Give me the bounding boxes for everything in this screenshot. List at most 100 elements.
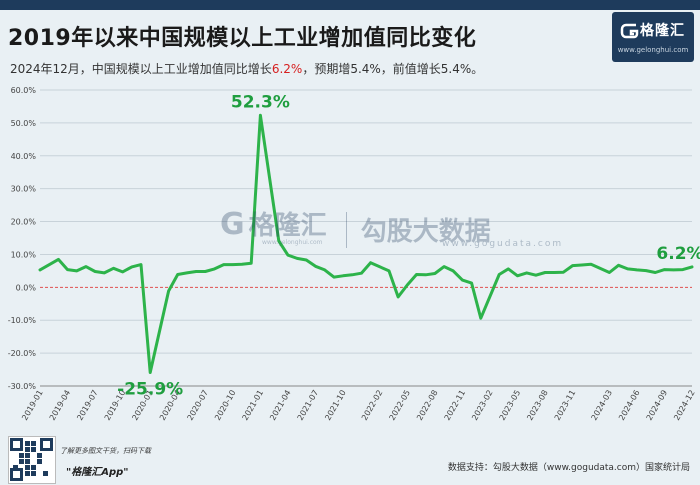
- data-point: [332, 275, 336, 279]
- data-point: [635, 268, 639, 272]
- data-point: [277, 239, 280, 243]
- data-point: [626, 267, 629, 271]
- data-point: [240, 263, 244, 266]
- data-point: [314, 265, 317, 268]
- data-point: [424, 273, 427, 276]
- data-point: [534, 274, 538, 277]
- y-axis-ticks: -30.0% -20.0% -10.0% 0.0% 10.0% 20.0% 30.0% 40.…: [8, 86, 37, 391]
- data-point: [608, 271, 611, 274]
- data-point: [130, 265, 133, 269]
- y-tick-label: 50.0%: [11, 119, 37, 128]
- data-point: [589, 263, 593, 266]
- data-point: [286, 253, 290, 257]
- data-point: [323, 268, 326, 272]
- x-tick-label: 2024-12: [672, 389, 697, 422]
- y-tick-label: 60.0%: [11, 86, 37, 95]
- y-tick-label: 10.0%: [11, 250, 37, 259]
- qr-module: [25, 441, 30, 446]
- x-tick-label: 2020-10: [213, 389, 238, 422]
- x-tick-label: 2024-09: [645, 389, 670, 422]
- top-bar: [0, 0, 700, 10]
- subtitle-post: ，预期增5.4%，前值增长5.4%。: [302, 62, 484, 76]
- watermark-url: www.gelonghui.com: [262, 239, 323, 246]
- data-point: [681, 268, 684, 271]
- x-tick-label: 2022-05: [388, 389, 413, 422]
- qr-module: [31, 471, 36, 476]
- data-point: [351, 273, 354, 276]
- data-point: [149, 371, 152, 374]
- annotation-layer: 52.3% -25.9% 6.2%: [117, 92, 700, 399]
- data-point: [360, 272, 363, 275]
- data-point: [259, 114, 262, 117]
- x-tick-label: 2023-05: [498, 389, 523, 422]
- data-source: 数据支持：勾股大数据（www.gogudata.com）国家统计局: [447, 463, 690, 473]
- data-point: [66, 268, 69, 271]
- qr-finder: [10, 438, 23, 451]
- data-point: [543, 271, 547, 274]
- data-point: [562, 271, 565, 274]
- data-point: [415, 273, 418, 276]
- qr-code-icon: [8, 436, 56, 484]
- data-point: [204, 270, 207, 273]
- x-tick-label: 2022-08: [415, 389, 440, 422]
- x-tick-label: 2021-10: [323, 389, 348, 422]
- qr-module: [31, 441, 36, 446]
- data-point: [222, 263, 225, 266]
- y-tick-label: -20.0%: [8, 349, 37, 358]
- watermark-g-icon: G: [220, 207, 245, 242]
- page-title: 2019年以来中国规模以上工业增加值同比变化: [8, 26, 477, 51]
- data-point: [194, 270, 198, 273]
- data-point: [461, 278, 464, 282]
- data-point: [479, 317, 482, 320]
- x-tick-label: 2019-04: [48, 389, 73, 422]
- data-point: [213, 267, 216, 271]
- x-tick-label: 2024-06: [617, 389, 642, 422]
- data-point: [553, 271, 556, 274]
- g-logo-icon: [620, 23, 639, 39]
- series-line: [38, 113, 694, 374]
- data-point: [185, 271, 189, 275]
- data-point: [176, 273, 179, 276]
- qr-module: [31, 447, 36, 452]
- subtitle-pre: 2024年12月，中国规模以上工业增加值同比增长: [10, 62, 272, 76]
- data-point: [112, 267, 115, 270]
- watermark-separator: [345, 211, 347, 248]
- series-layer: [38, 113, 694, 374]
- brand-logo: 格隆汇 www.gelonghui.com: [612, 12, 694, 62]
- data-point: [672, 268, 675, 272]
- line-chart: -30.0% -20.0% -10.0% 0.0% 10.0% 20.0% 30.0% 40.…: [8, 86, 700, 422]
- data-point: [507, 267, 510, 271]
- data-point: [396, 295, 400, 299]
- qr-module: [43, 471, 48, 476]
- brand-url: www.gelonghui.com: [617, 46, 689, 54]
- watermark: G 格隆汇 www.gelonghui.com 勾股大数据 www.gogudat…: [220, 205, 561, 249]
- qr-module: [37, 459, 42, 464]
- footer-app-name: "格隆汇App": [66, 467, 129, 478]
- data-point: [690, 265, 694, 269]
- x-tick-label: 2021-01: [241, 389, 266, 422]
- x-tick-label: 2022-02: [360, 389, 385, 422]
- data-point: [305, 258, 308, 262]
- data-point: [121, 270, 124, 274]
- data-point: [295, 257, 299, 260]
- x-tick-label: 2021-04: [268, 389, 293, 422]
- data-point: [654, 271, 657, 274]
- subtitle: 2024年12月，中国规模以上工业增加值同比增长6.2%，预期增5.4%，前值增…: [10, 60, 483, 77]
- qr-module: [25, 447, 30, 452]
- x-tick-label: 2021-07: [296, 389, 321, 422]
- x-tick-label: 2024-03: [590, 389, 615, 422]
- y-tick-label: 20.0%: [11, 218, 37, 227]
- data-point: [341, 274, 345, 277]
- watermark-url2: www.gogudata.com: [442, 239, 564, 249]
- data-point: [38, 268, 42, 272]
- qr-module: [19, 453, 24, 458]
- x-tick-label: 2023-08: [525, 389, 550, 422]
- qr-module: [25, 471, 30, 476]
- data-point: [644, 269, 648, 272]
- footer-tip: 了解更多图文干货，扫码下载: [60, 447, 151, 455]
- qr-module: [25, 453, 30, 458]
- y-tick-label: 30.0%: [11, 185, 37, 194]
- qr-module: [19, 459, 24, 464]
- watermark-brand2: 勾股大数据: [360, 217, 491, 247]
- qr-module: [31, 465, 36, 470]
